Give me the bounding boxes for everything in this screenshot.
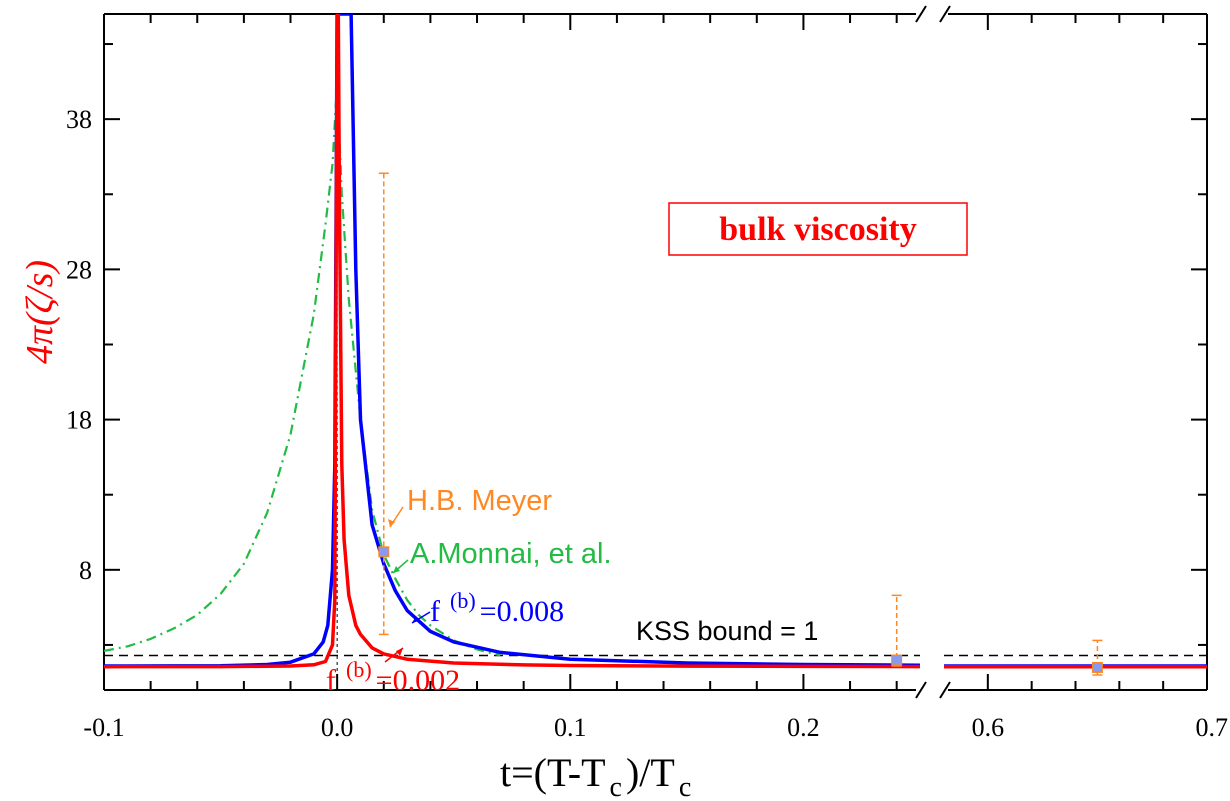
blue-label-value: =0.008 (480, 595, 564, 628)
x-tick-label: 0.6 (972, 713, 1005, 742)
red-series-label: f (b) =0.002 (326, 657, 460, 697)
bulk-viscosity-box (668, 202, 968, 256)
x-axis-title-tail: )/T (626, 750, 675, 795)
y-tick-label: 8 (79, 556, 92, 585)
x-tick-label: 0.1 (554, 713, 587, 742)
x-axis-title-sub2: c (679, 772, 691, 801)
monnai-arrow-head (393, 566, 400, 573)
meyer-data-point (378, 546, 390, 558)
axis-break-mark (939, 5, 951, 23)
axis-break-mark (915, 681, 927, 699)
kss-label: KSS bound = 1 (636, 616, 818, 646)
meyer-data-point (1091, 661, 1103, 673)
series-line-red (104, 14, 920, 669)
blue-label-arrow-head (412, 616, 419, 623)
x-tick-label: 0.0 (321, 713, 354, 742)
red-label-name: f (326, 664, 336, 697)
data-region-right (944, 654, 1207, 669)
x-tick-label: 0.7 (1196, 713, 1229, 742)
y-axis-title: 4π(ζ/s) (19, 260, 61, 364)
monnai-label: A.Monnai, et al. (410, 538, 612, 570)
y-tick-labels: 8 18 28 38 (66, 105, 92, 585)
blue-series-label: f (b) =0.008 (430, 588, 564, 628)
blue-label-name: f (430, 595, 440, 628)
axis-break-mark (915, 5, 927, 23)
plot-frame (103, 5, 1208, 699)
series-line-blue (104, 14, 920, 668)
bulk-viscosity-label: bulk viscosity (719, 211, 916, 248)
axis-ticks (104, 14, 1207, 690)
x-tick-labels: -0.1 0.0 0.1 0.2 0.6 0.7 (83, 713, 1228, 742)
y-tick-label: 18 (66, 406, 92, 435)
red-label-arrow-head (396, 648, 403, 656)
blue-label-sup: (b) (450, 588, 476, 613)
axis-break-mark (939, 681, 951, 699)
x-axis-title-main: t=(T-T (500, 750, 606, 795)
x-tick-label: -0.1 (83, 713, 124, 742)
y-tick-label: 38 (66, 105, 92, 134)
x-axis-title-sub: c (610, 772, 622, 801)
red-label-sup: (b) (346, 657, 372, 682)
data-region-left (104, 14, 920, 690)
meyer-data-point (891, 654, 903, 666)
red-label-value: =0.002 (376, 664, 460, 697)
meyer-arrow-head (388, 519, 395, 527)
x-axis-title: t=(T-T c )/T c (500, 750, 691, 801)
meyer-label: H.B. Meyer (407, 485, 552, 517)
x-tick-label: 0.2 (787, 713, 820, 742)
meyer-error-bars (378, 172, 1103, 676)
y-tick-label: 28 (66, 255, 92, 284)
